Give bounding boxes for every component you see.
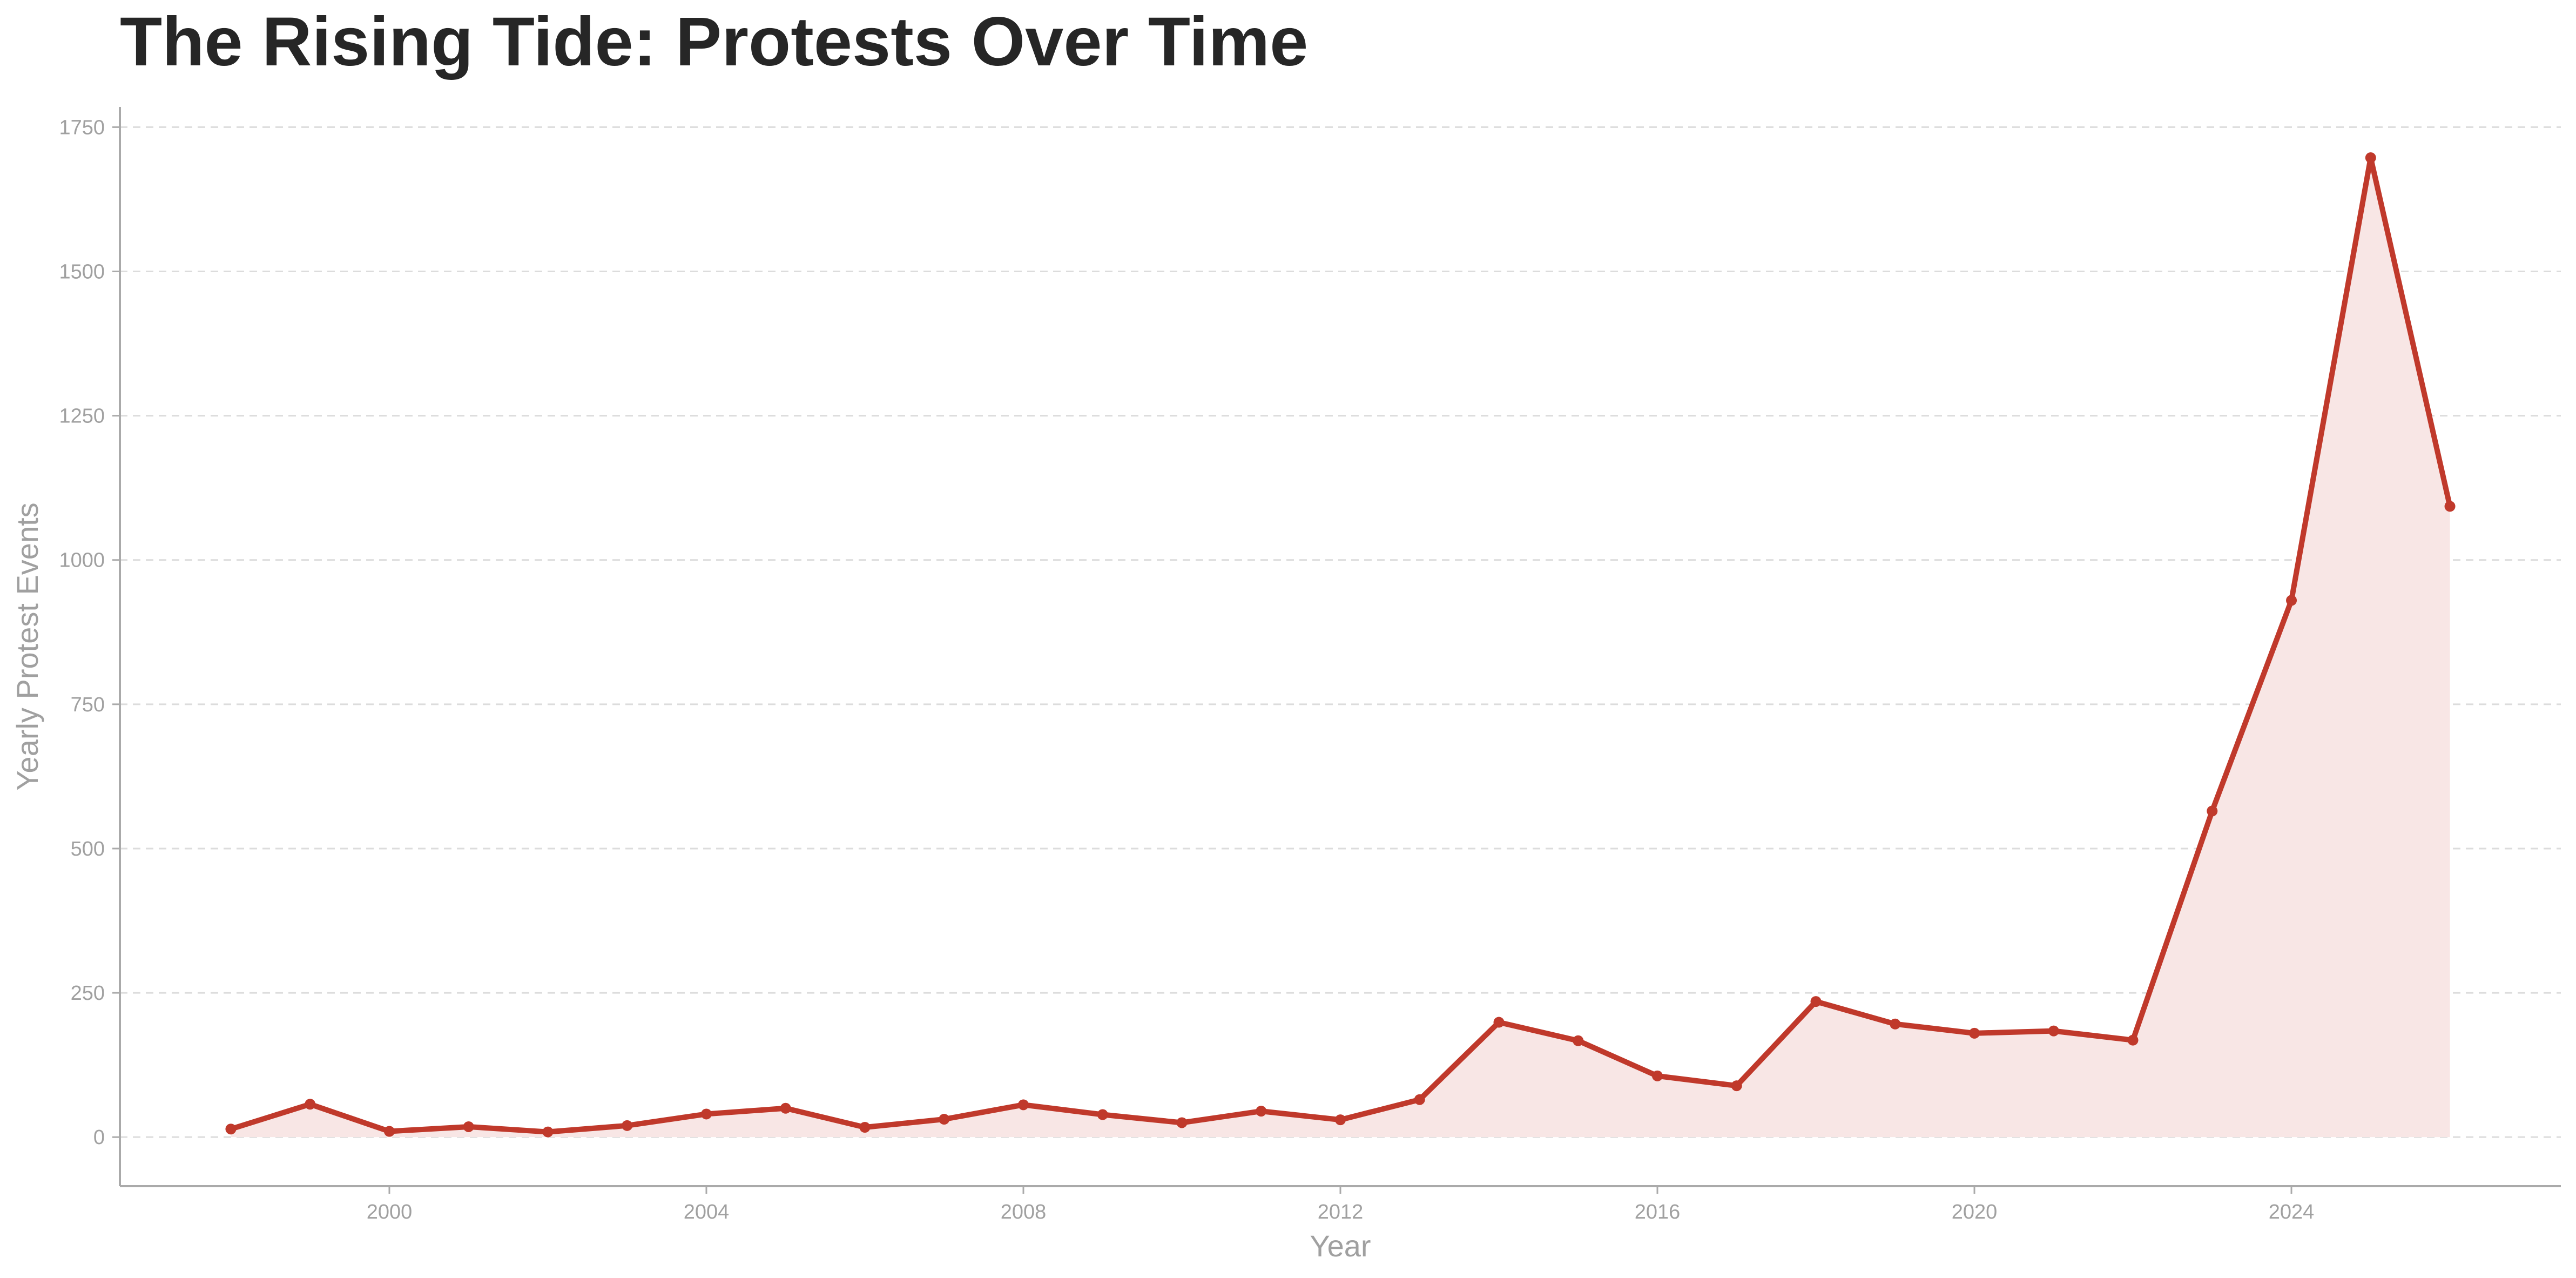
data-point-2006 bbox=[859, 1122, 871, 1133]
data-point-2007 bbox=[939, 1114, 950, 1125]
data-point-2014 bbox=[1493, 1017, 1505, 1028]
x-tick-label: 2024 bbox=[2269, 1201, 2315, 1223]
data-point-2025 bbox=[2365, 152, 2376, 164]
data-point-2015 bbox=[1573, 1035, 1584, 1046]
data-point-2017 bbox=[1731, 1080, 1742, 1092]
data-point-2018 bbox=[1810, 996, 1822, 1007]
data-point-2001 bbox=[463, 1121, 474, 1132]
data-point-2023 bbox=[2207, 805, 2218, 817]
x-tick-label: 2004 bbox=[684, 1201, 730, 1223]
x-tick-label: 2008 bbox=[1001, 1201, 1047, 1223]
y-tick-label: 1500 bbox=[59, 261, 105, 284]
y-tick-label: 1000 bbox=[59, 549, 105, 572]
y-tick-label: 250 bbox=[71, 982, 105, 1005]
data-point-2002 bbox=[542, 1126, 554, 1138]
data-point-2026 bbox=[2444, 501, 2456, 512]
data-point-2011 bbox=[1256, 1106, 1267, 1117]
data-point-2008 bbox=[1017, 1099, 1029, 1111]
x-axis-label: Year bbox=[1310, 1229, 1371, 1263]
data-points bbox=[225, 152, 2456, 1138]
data-point-2019 bbox=[1890, 1018, 1901, 1030]
y-axis-label: Yearly Protest Events bbox=[10, 502, 44, 790]
data-point-2004 bbox=[700, 1108, 712, 1120]
chart-title: The Rising Tide: Protests Over Time bbox=[120, 3, 1309, 80]
tick-labels: 0 250 500 750 1000 1250 1500 1750 2000 2004 2008 20… bbox=[59, 116, 2314, 1223]
x-tick-label: 2020 bbox=[1952, 1201, 1998, 1223]
data-point-2000 bbox=[383, 1126, 395, 1137]
series-line bbox=[228, 155, 2453, 1135]
data-point-2022 bbox=[2127, 1034, 2139, 1046]
data-point-2009 bbox=[1097, 1109, 1108, 1120]
data-point-2010 bbox=[1176, 1117, 1188, 1128]
area-fill-group bbox=[231, 158, 2450, 1138]
y-tick-label: 0 bbox=[93, 1126, 105, 1149]
data-point-2021 bbox=[2048, 1025, 2059, 1037]
x-tick-label: 2000 bbox=[367, 1201, 413, 1223]
area-fill bbox=[231, 158, 2450, 1138]
data-point-2024 bbox=[2286, 595, 2297, 606]
data-point-2012 bbox=[1335, 1114, 1346, 1126]
data-point-1998 bbox=[225, 1124, 237, 1135]
data-point-2005 bbox=[780, 1102, 791, 1114]
data-point-2003 bbox=[622, 1120, 633, 1131]
y-tick-label: 1750 bbox=[59, 116, 105, 139]
x-tick-label: 2016 bbox=[1635, 1201, 1681, 1223]
y-tick-label: 500 bbox=[71, 838, 105, 860]
data-point-1999 bbox=[305, 1099, 316, 1110]
y-tick-label: 1250 bbox=[59, 405, 105, 428]
x-tick-label: 2012 bbox=[1318, 1201, 1364, 1223]
y-tick-label: 750 bbox=[71, 694, 105, 716]
data-point-2016 bbox=[1652, 1070, 1663, 1081]
axes bbox=[112, 107, 2561, 1194]
data-point-2020 bbox=[1969, 1027, 1980, 1039]
data-point-2013 bbox=[1414, 1094, 1425, 1105]
series-line-group bbox=[228, 155, 2453, 1135]
